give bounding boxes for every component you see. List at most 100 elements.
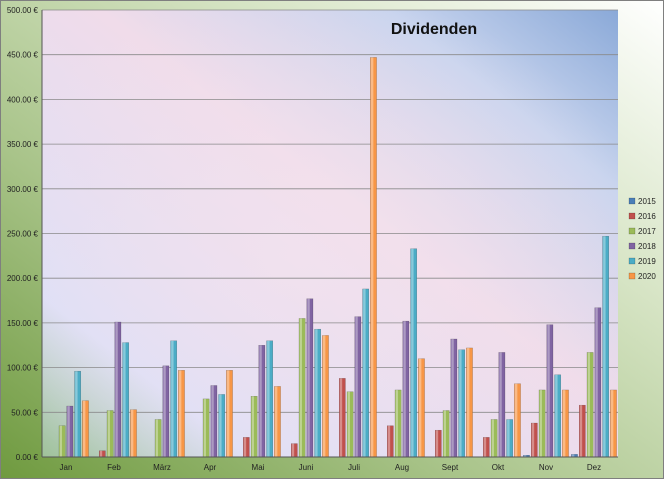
legend-label-2015: 2015 (638, 197, 656, 206)
bar-highlight (299, 318, 302, 457)
bar-highlight (99, 450, 103, 457)
bar-highlight (211, 385, 214, 457)
bar-highlight (155, 419, 158, 457)
bar-highlight (595, 307, 598, 457)
legend-label-2016: 2016 (638, 212, 656, 221)
legend-label-2019: 2019 (638, 257, 656, 266)
bar-highlight (347, 391, 350, 457)
bar-highlight (355, 316, 358, 457)
bar-highlight (419, 358, 422, 457)
bar-highlight (123, 342, 126, 457)
bar-highlight (572, 454, 575, 457)
bar-series (58, 57, 617, 458)
x-tick-label: Juni (299, 463, 314, 472)
y-tick-label: 300.00 € (7, 185, 39, 194)
legend-swatch-2016 (628, 212, 636, 220)
bar-highlight (603, 236, 606, 457)
x-tick-label: Mai (252, 463, 265, 472)
y-tick-label: 50.00 € (11, 408, 38, 417)
y-tick-label: 150.00 € (7, 319, 39, 328)
bar-highlight (467, 347, 470, 457)
bar-highlight (107, 410, 110, 457)
legend-swatch-2018 (628, 242, 636, 250)
chart-title: Dividenden (391, 21, 477, 38)
bar-highlight (83, 400, 86, 457)
legend-swatch-2015 (628, 197, 636, 205)
bar-highlight (371, 57, 374, 458)
x-tick-label: Sept (442, 463, 459, 472)
bar-highlight (587, 352, 590, 457)
bar-highlight (491, 419, 494, 457)
bar-highlight (131, 409, 134, 457)
bar-highlight (243, 437, 247, 457)
bar-highlight (67, 406, 70, 457)
legend-swatch-2019 (628, 257, 636, 265)
bar-highlight (323, 335, 326, 457)
bar-highlight (203, 398, 206, 457)
bar-highlight (515, 383, 518, 457)
bar-highlight (507, 419, 510, 457)
bar-highlight (315, 329, 318, 457)
bar-highlight (531, 423, 535, 457)
bar-highlight (75, 371, 78, 457)
bar-highlight (451, 338, 454, 457)
x-tick-label: Juli (348, 463, 360, 472)
bar-highlight (227, 370, 230, 457)
bar-highlight (387, 425, 391, 457)
bar-highlight (411, 248, 414, 457)
bar-highlight (275, 386, 278, 457)
bar-highlight (547, 324, 550, 457)
legend-swatch-2017 (628, 227, 636, 235)
bar-highlight (363, 288, 366, 457)
bar-highlight (339, 378, 343, 457)
bar-highlight (267, 340, 270, 457)
bar-highlight (115, 322, 118, 457)
bar-highlight (435, 430, 439, 457)
bar-highlight (579, 405, 583, 457)
x-tick-label: Dez (587, 463, 601, 472)
bar-highlight (395, 389, 398, 457)
x-tick-label: Apr (204, 463, 217, 472)
x-tick-label: Okt (492, 463, 505, 472)
bar-highlight (307, 298, 310, 457)
bar-highlight (179, 370, 182, 457)
x-tick-label: Jan (60, 463, 73, 472)
y-axis-tick-labels: 0.00 € 50.00 € 100.00 € 150.00 € 200.00 € 250… (7, 6, 39, 462)
legend-label-2018: 2018 (638, 242, 656, 251)
bar-highlight (259, 345, 262, 457)
y-tick-label: 100.00 € (7, 364, 39, 373)
bar-highlight (163, 365, 166, 457)
bar-highlight (291, 443, 295, 457)
y-tick-label: 0.00 € (16, 453, 39, 462)
bar-highlight (459, 349, 462, 457)
bar-highlight (251, 396, 254, 457)
x-tick-label: Feb (107, 463, 121, 472)
x-tick-label: Nov (539, 463, 553, 472)
bar-highlight (219, 394, 222, 457)
y-tick-label: 250.00 € (7, 230, 39, 239)
y-tick-label: 500.00 € (7, 6, 39, 15)
bar-highlight (403, 321, 406, 457)
bar-highlight (171, 340, 174, 457)
bar-highlight (539, 389, 542, 457)
legend-label-2017: 2017 (638, 227, 656, 236)
y-tick-label: 450.00 € (7, 51, 39, 60)
legend-swatch-2020 (628, 272, 636, 280)
legend-label-2020: 2020 (638, 272, 656, 281)
bar-highlight (483, 437, 487, 457)
bar-highlight (499, 352, 502, 457)
bar-highlight (555, 374, 558, 457)
y-tick-label: 400.00 € (7, 95, 39, 104)
y-tick-label: 200.00 € (7, 274, 39, 283)
bar-highlight (443, 410, 446, 457)
x-tick-label: Aug (395, 463, 409, 472)
y-tick-label: 350.00 € (7, 140, 39, 149)
bar-highlight (611, 389, 614, 457)
bar-highlight (524, 455, 527, 457)
legend: 2015 2016 2017 2018 2019 2020 (628, 197, 656, 281)
x-tick-label: März (153, 463, 171, 472)
x-axis-tick-labels: Jan Feb März Apr Mai Juni Juli Aug Sept Okt Nov Dez (60, 463, 602, 472)
bar-highlight (563, 389, 566, 457)
